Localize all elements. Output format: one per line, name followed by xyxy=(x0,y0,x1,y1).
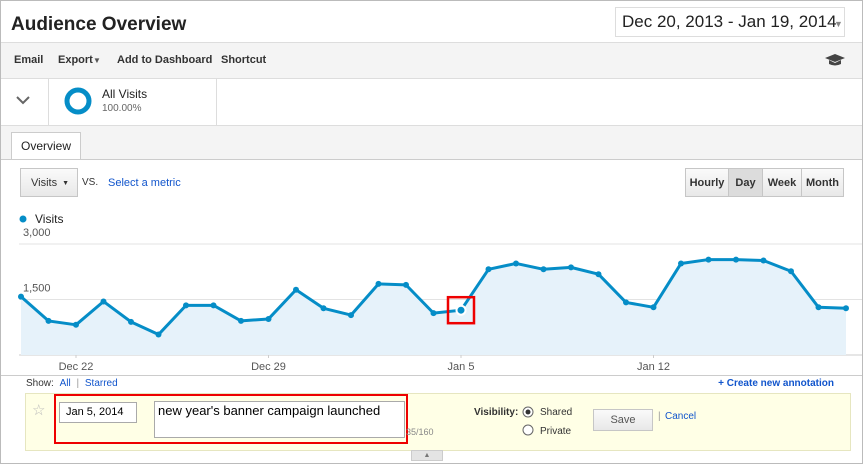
toolbar xyxy=(1,42,862,79)
point xyxy=(320,305,327,312)
point xyxy=(100,298,107,305)
segment-ring xyxy=(64,87,92,115)
point xyxy=(238,317,244,324)
legend-dot xyxy=(19,215,27,223)
dropdown-arrow: ▼ xyxy=(834,19,843,29)
point xyxy=(733,256,739,263)
point xyxy=(128,318,134,325)
annotation-filter: Show: All | Starred xyxy=(26,378,118,389)
point xyxy=(595,271,602,278)
metric-label: Visits xyxy=(31,177,58,189)
help-icon[interactable] xyxy=(824,52,846,68)
point xyxy=(73,321,79,328)
point xyxy=(513,260,519,267)
save-button[interactable]: Save xyxy=(593,409,653,431)
granularity-button[interactable]: Month xyxy=(801,168,844,197)
granularity-button[interactable]: Hourly xyxy=(685,168,729,197)
toolbar-item[interactable]: Add to Dashboard xyxy=(117,54,213,66)
point xyxy=(265,315,272,322)
point xyxy=(430,310,437,317)
radio-label[interactable]: Private xyxy=(540,426,572,437)
divider xyxy=(1,375,862,376)
filter-starred[interactable]: Starred xyxy=(84,378,118,389)
toolbar-item[interactable]: Export xyxy=(58,54,93,66)
point xyxy=(403,281,409,288)
y-tick-label: 1,500 xyxy=(23,283,51,295)
highlight-box xyxy=(446,295,476,325)
toolbar-item[interactable]: Shortcut xyxy=(221,54,267,66)
point xyxy=(210,302,217,309)
highlight-box xyxy=(54,394,408,444)
point xyxy=(815,304,822,311)
point xyxy=(155,331,162,338)
x-tick-label: Dec 29 xyxy=(251,361,286,373)
segment-name: All Visits xyxy=(102,87,148,101)
point xyxy=(485,266,492,273)
x-tick-label: Jan 12 xyxy=(637,361,670,373)
chart: 1,500 3,000 Dec 22 Dec 29 Jan 5 Jan 12 Visits xyxy=(18,212,862,373)
radio-label[interactable]: Shared xyxy=(540,407,573,418)
point xyxy=(375,280,382,287)
star[interactable]: ☆ xyxy=(32,402,46,419)
separator: | xyxy=(658,411,661,422)
show-label: Show: xyxy=(26,378,54,389)
cancel-link[interactable]: Cancel xyxy=(665,411,697,422)
filter-all[interactable]: All xyxy=(59,378,71,389)
x-tick-label: Jan 5 xyxy=(448,361,475,373)
granularity-button[interactable]: Week xyxy=(762,168,802,197)
point xyxy=(45,317,52,324)
area xyxy=(21,259,846,355)
point xyxy=(623,299,629,306)
point xyxy=(540,266,547,273)
vs-label: VS. xyxy=(82,177,99,188)
x-tick-label: Dec 22 xyxy=(59,361,94,373)
annotation-text[interactable]: new year's banner campaign launched xyxy=(154,401,405,438)
point xyxy=(678,260,684,267)
legend-label: Visits xyxy=(35,212,63,226)
date-input[interactable]: Jan 5, 2014 xyxy=(59,402,137,423)
select-metric[interactable]: Select a metric xyxy=(108,177,181,189)
char-count: 35/160 xyxy=(406,427,434,437)
point xyxy=(293,286,299,293)
metric-dropdown[interactable]: Visits ▼ xyxy=(20,168,78,197)
granularity-button[interactable]: Day xyxy=(728,168,763,197)
create-annotation[interactable]: + Create new annotation xyxy=(718,378,834,389)
y-tick-label: 3,000 xyxy=(23,227,51,239)
separator: | xyxy=(76,378,80,389)
point xyxy=(568,264,574,271)
point xyxy=(348,312,354,319)
radios[interactable] xyxy=(521,405,535,437)
date-range[interactable]: Dec 20, 2013 - Jan 19, 2014 xyxy=(615,7,845,37)
tab[interactable]: Overview xyxy=(11,132,81,159)
segment-percent: 100.00% xyxy=(102,103,142,114)
point xyxy=(760,257,767,264)
visibility-label: Visibility: xyxy=(474,407,519,418)
toolbar-item[interactable]: Email xyxy=(14,54,44,66)
page-title: Audience Overview xyxy=(11,14,187,35)
point xyxy=(788,268,794,275)
tab-bar xyxy=(1,125,862,160)
arrow: ▼ xyxy=(93,56,101,65)
divider xyxy=(48,78,49,125)
point xyxy=(705,256,712,263)
point xyxy=(650,304,657,311)
point xyxy=(183,302,189,309)
collapse-handle[interactable]: ▲ xyxy=(411,450,443,461)
point xyxy=(843,305,849,312)
point xyxy=(18,293,24,300)
divider xyxy=(216,78,217,125)
chevron[interactable] xyxy=(15,93,31,107)
point xyxy=(455,304,467,316)
